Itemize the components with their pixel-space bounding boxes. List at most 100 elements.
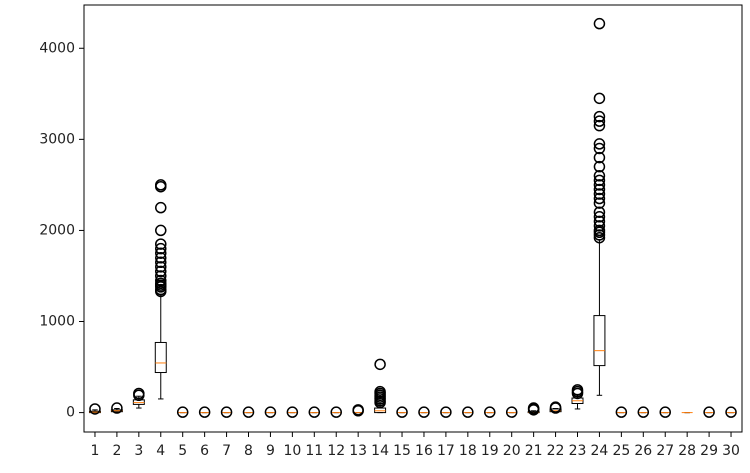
flier bbox=[155, 247, 167, 259]
x-tick-label: 22 bbox=[547, 443, 565, 459]
flier bbox=[155, 238, 167, 250]
flier bbox=[549, 401, 562, 413]
x-tick-label: 11 bbox=[305, 443, 323, 459]
flier bbox=[593, 220, 606, 232]
flier bbox=[286, 406, 299, 418]
y-tick-label: 0 bbox=[66, 405, 75, 421]
flier bbox=[155, 242, 167, 255]
flier bbox=[155, 256, 167, 269]
flier bbox=[593, 110, 606, 123]
y-tick-label: 3000 bbox=[39, 131, 75, 147]
x-tick-label: 15 bbox=[393, 443, 411, 459]
box bbox=[593, 315, 606, 367]
flier bbox=[703, 406, 715, 418]
flier bbox=[593, 170, 606, 182]
flier bbox=[593, 138, 606, 150]
y-tick-label: 1000 bbox=[39, 314, 75, 330]
flier bbox=[593, 174, 606, 187]
x-tick-label: 30 bbox=[722, 443, 740, 459]
flier bbox=[242, 406, 255, 418]
x-tick-label: 29 bbox=[700, 443, 718, 459]
flier bbox=[593, 224, 606, 237]
flier bbox=[396, 406, 408, 418]
x-tick-label: 1 bbox=[91, 443, 100, 459]
flier bbox=[593, 151, 606, 164]
flier bbox=[593, 142, 606, 155]
flier bbox=[374, 358, 386, 371]
x-tick-label: 21 bbox=[525, 443, 543, 459]
flier bbox=[155, 252, 167, 264]
flier bbox=[198, 406, 211, 418]
x-tick-label: 26 bbox=[634, 443, 652, 459]
flier bbox=[593, 17, 606, 30]
flier bbox=[505, 406, 518, 418]
plot-frame bbox=[83, 4, 743, 433]
x-tick-label: 19 bbox=[481, 443, 499, 459]
flier bbox=[418, 406, 430, 418]
flier bbox=[593, 206, 606, 218]
flier bbox=[527, 402, 540, 414]
x-tick-label: 14 bbox=[371, 443, 389, 459]
flier bbox=[593, 197, 606, 209]
flier bbox=[264, 406, 277, 418]
flier bbox=[89, 403, 101, 415]
x-tick-label: 3 bbox=[134, 443, 143, 459]
flier bbox=[220, 406, 233, 418]
x-tick-label: 24 bbox=[591, 443, 609, 459]
flier bbox=[571, 384, 584, 396]
x-tick-label: 28 bbox=[678, 443, 696, 459]
x-tick-label: 16 bbox=[415, 443, 433, 459]
x-tick-label: 5 bbox=[178, 443, 187, 459]
flier bbox=[593, 179, 606, 191]
flier bbox=[615, 406, 628, 418]
x-tick-label: 13 bbox=[349, 443, 367, 459]
x-tick-label: 8 bbox=[244, 443, 253, 459]
flier bbox=[155, 265, 167, 278]
y-tick-label: 2000 bbox=[39, 222, 75, 238]
x-tick-label: 6 bbox=[200, 443, 209, 459]
flier bbox=[155, 179, 167, 191]
flier bbox=[593, 188, 606, 200]
flier bbox=[176, 406, 189, 418]
flier bbox=[330, 406, 342, 418]
x-tick-label: 23 bbox=[569, 443, 587, 459]
flier bbox=[593, 119, 606, 132]
x-tick-label: 2 bbox=[112, 443, 121, 459]
flier bbox=[593, 192, 606, 205]
flier bbox=[659, 406, 671, 418]
x-tick-label: 9 bbox=[266, 443, 275, 459]
x-tick-label: 25 bbox=[612, 443, 630, 459]
flier bbox=[374, 385, 386, 398]
flier bbox=[462, 406, 474, 418]
flier bbox=[593, 92, 606, 105]
x-tick-label: 10 bbox=[283, 443, 301, 459]
flier bbox=[155, 224, 167, 237]
flier bbox=[593, 211, 606, 223]
flier bbox=[593, 183, 606, 196]
x-tick-label: 17 bbox=[437, 443, 455, 459]
flier bbox=[593, 215, 606, 228]
x-tick-label: 18 bbox=[459, 443, 477, 459]
y-tick-label: 4000 bbox=[39, 40, 75, 56]
flier bbox=[593, 115, 606, 127]
flier bbox=[155, 270, 167, 282]
x-tick-label: 12 bbox=[327, 443, 345, 459]
flier bbox=[725, 406, 737, 418]
x-tick-label: 4 bbox=[156, 443, 165, 459]
flier bbox=[637, 406, 650, 418]
x-tick-label: 27 bbox=[656, 443, 674, 459]
flier bbox=[593, 160, 606, 173]
flier bbox=[111, 402, 123, 414]
flier bbox=[155, 201, 167, 214]
x-tick-label: 7 bbox=[222, 443, 231, 459]
flier bbox=[133, 387, 145, 400]
flier bbox=[352, 404, 364, 416]
flier bbox=[484, 406, 496, 418]
box bbox=[154, 341, 167, 374]
flier bbox=[155, 261, 167, 273]
flier bbox=[440, 406, 452, 418]
flier bbox=[308, 406, 321, 418]
flier bbox=[155, 274, 167, 287]
x-tick-label: 20 bbox=[503, 443, 521, 459]
